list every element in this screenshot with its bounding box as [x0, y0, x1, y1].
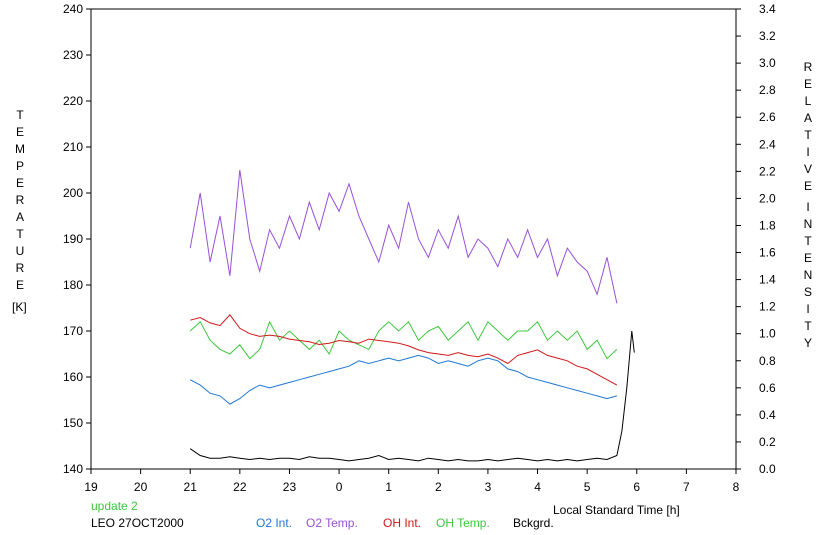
- right-axis-title-letter: T: [804, 234, 812, 248]
- right-axis-title-letter: I: [806, 145, 809, 159]
- left-tick-label: 170: [63, 324, 83, 338]
- left-axis-title-letter: T: [16, 108, 24, 122]
- series-line-bckgrd: [189, 330, 635, 462]
- legend-oh-temp: OH Temp.: [436, 516, 490, 530]
- left-tick-label: 150: [63, 416, 83, 430]
- left-tick-label: 230: [63, 48, 83, 62]
- right-tick-label: 2.2: [759, 164, 776, 178]
- right-axis-title-letter: I: [806, 302, 809, 316]
- left-axis-title-letter: T: [16, 227, 24, 241]
- right-axis-title-letter: A: [804, 111, 812, 125]
- x-tick-label: 5: [584, 480, 591, 494]
- series-line-oh-temp: [189, 320, 618, 360]
- left-axis-unit: [K]: [12, 300, 27, 314]
- x-tick-label: 8: [733, 480, 740, 494]
- left-axis-title-letter: E: [16, 125, 24, 139]
- left-axis-title-letter: R: [16, 261, 25, 275]
- right-tick-label: 1.4: [759, 273, 776, 287]
- right-tick-label: 1.0: [759, 327, 776, 341]
- left-axis-title-letter: E: [16, 278, 24, 292]
- left-tick-label: 140: [63, 462, 83, 476]
- x-tick-label: 22: [233, 480, 247, 494]
- x-tick-label: 4: [534, 480, 541, 494]
- x-tick-label: 2: [435, 480, 442, 494]
- legend: O2 Int. O2 Temp. OH Int. OH Temp. Bckgrd…: [256, 516, 554, 530]
- left-axis-title-letter: U: [16, 244, 25, 258]
- right-axis-title-letter: V: [804, 162, 812, 176]
- x-tick-label: 21: [184, 480, 198, 494]
- x-tick-label: 20: [134, 480, 148, 494]
- right-tick-label: 1.2: [759, 300, 776, 314]
- left-axis-title-letter: A: [16, 210, 24, 224]
- right-axis-title-letter: I: [806, 200, 809, 214]
- left-axis-title-letter: R: [16, 193, 25, 207]
- right-axis-title-letter: E: [804, 251, 812, 265]
- right-tick-label: 0.8: [759, 354, 776, 368]
- left-axis-title-letter: M: [15, 142, 25, 156]
- left-tick-label: 200: [63, 186, 83, 200]
- right-tick-label: 2.0: [759, 191, 776, 205]
- right-tick-label: 1.6: [759, 246, 776, 260]
- series-line-oh-int: [190, 314, 618, 386]
- right-axis-title-letter: R: [804, 60, 813, 74]
- x-tick-label: 3: [485, 480, 492, 494]
- right-axis-title-letter: E: [804, 77, 812, 91]
- left-axis-title-letter: E: [16, 176, 24, 190]
- x-axis-label: Local Standard Time [h]: [553, 503, 680, 517]
- legend-oh-int: OH Int.: [383, 516, 421, 530]
- x-tick-label: 7: [683, 480, 690, 494]
- right-tick-label: 2.4: [759, 137, 776, 151]
- right-tick-label: 2.6: [759, 110, 776, 124]
- legend-o2-int: O2 Int.: [256, 516, 292, 530]
- right-tick-label: 3.2: [759, 29, 776, 43]
- x-tick-label: 19: [84, 480, 98, 494]
- right-axis-title-letter: N: [804, 268, 813, 282]
- right-axis-title-letter: T: [804, 319, 812, 333]
- left-tick-label: 240: [63, 2, 83, 16]
- right-tick-label: 3.4: [759, 2, 776, 16]
- right-axis-title-letter: Y: [804, 336, 812, 350]
- legend-o2-temp: O2 Temp.: [306, 516, 358, 530]
- status-text: update 2: [91, 499, 138, 513]
- series-line-o2-temp: [189, 169, 618, 304]
- right-tick-label: 0.4: [759, 408, 776, 422]
- left-tick-label: 220: [63, 94, 83, 108]
- left-tick-label: 180: [63, 278, 83, 292]
- right-tick-label: 0.2: [759, 435, 776, 449]
- right-tick-label: 0.6: [759, 381, 776, 395]
- left-tick-label: 190: [63, 232, 83, 246]
- x-tick-label: 1: [385, 480, 392, 494]
- x-tick-label: 6: [633, 480, 640, 494]
- right-axis-title-letter: E: [804, 179, 812, 193]
- left-axis-title-letter: P: [16, 159, 24, 173]
- right-tick-label: 2.8: [759, 83, 776, 97]
- right-tick-label: 0.0: [759, 462, 776, 476]
- right-axis-title-letter: L: [805, 94, 812, 108]
- right-axis-title-letter: T: [804, 128, 812, 142]
- right-axis-title-letter: S: [804, 285, 812, 299]
- left-tick-label: 160: [63, 370, 83, 384]
- x-tick-label: 23: [283, 480, 297, 494]
- right-axis-title-letter: N: [804, 217, 813, 231]
- right-tick-label: 3.0: [759, 56, 776, 70]
- right-tick-label: 1.8: [759, 218, 776, 232]
- legend-bckgrd: Bckgrd.: [513, 516, 554, 530]
- station-label: LEO 27OCT2000: [91, 516, 184, 530]
- series-line-o2-int: [189, 354, 618, 405]
- x-tick-label: 0: [336, 480, 343, 494]
- left-tick-label: 210: [63, 140, 83, 154]
